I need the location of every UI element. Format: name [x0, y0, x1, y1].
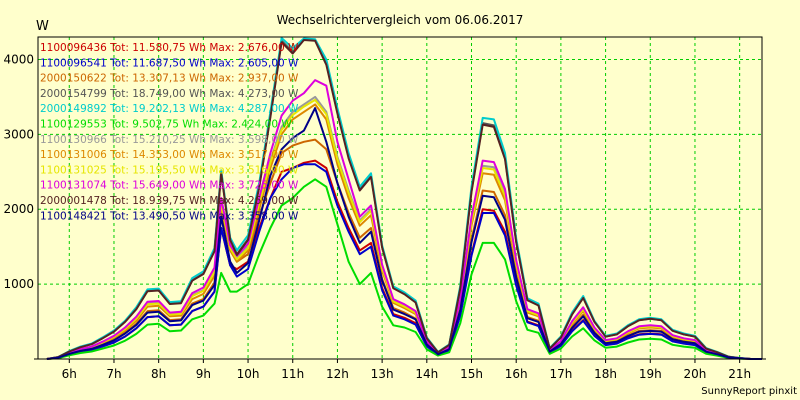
tick-layer: 6h 7h 8h 9h 10h 11h 12h 13h 14h 15h 16h 17h 18h 19h 20…	[3, 52, 751, 381]
legend-entry: 2000154799 Tot: 18.749,00 Wh Max: 4.273,…	[40, 88, 299, 100]
legend-entry: 2000001478 Tot: 18.939,75 Wh Max: 4.269,…	[40, 195, 299, 207]
legend-entry: 1100096436 Tot: 11.580,75 Wh Max: 2.676,…	[40, 42, 299, 54]
series-line	[46, 163, 762, 360]
series-line	[46, 79, 762, 360]
x-tick-label: 15h	[460, 367, 483, 381]
series-line	[46, 98, 762, 360]
series-line	[46, 107, 762, 360]
x-tick-label: 12h	[326, 367, 349, 381]
legend-entry: 1100148421 Tot: 13.490,50 Wh Max: 3.358,…	[40, 210, 299, 222]
y-tick-label: 2000	[3, 202, 34, 216]
y-tick-label: 1000	[3, 277, 34, 291]
x-tick-label: 9h	[196, 367, 211, 381]
footer-credit: SunnyReport pinxit	[701, 386, 797, 397]
legend-entry: 1100131074 Tot: 15.649,00 Wh Max: 3.725,…	[40, 180, 299, 192]
series-layer	[46, 37, 762, 360]
y-axis-unit-label: W	[36, 19, 49, 34]
x-tick-label: 8h	[151, 367, 166, 381]
legend-entry: 1100129553 Tot: 9.502,75 Wh Max: 2.424,0…	[40, 119, 292, 131]
legend: 1100096436 Tot: 11.580,75 Wh Max: 2.676,…	[40, 42, 299, 222]
x-tick-label: 10h	[237, 367, 260, 381]
chart-title: Wechselrichtervergleich vom 06.06.2017	[277, 13, 524, 27]
x-tick-label: 14h	[415, 367, 438, 381]
x-tick-label: 17h	[549, 367, 572, 381]
grid-layer	[38, 37, 762, 359]
legend-entry: 2000150622 Tot: 13.307,13 Wh Max: 2.937,…	[40, 73, 299, 85]
series-line	[46, 39, 762, 360]
x-tick-label: 13h	[371, 367, 394, 381]
legend-entry: 2000149892 Tot: 19.202,13 Wh Max: 4.287,…	[40, 103, 299, 115]
y-tick-label: 3000	[3, 127, 34, 141]
legend-entry: 1100131006 Tot: 14.353,00 Wh Max: 3.517,…	[40, 149, 299, 161]
x-tick-label: 20h	[684, 367, 707, 381]
x-tick-label: 7h	[106, 367, 121, 381]
x-tick-label: 21h	[728, 367, 751, 381]
legend-entry: 1100096541 Tot: 11.687,50 Wh Max: 2.605,…	[40, 57, 299, 69]
series-line	[46, 178, 762, 360]
x-tick-label: 18h	[594, 367, 617, 381]
y-tick-label: 4000	[3, 52, 34, 66]
x-tick-label: 11h	[281, 367, 304, 381]
legend-entry: 1100131025 Tot: 15.195,50 Wh Max: 3.516,…	[40, 164, 299, 176]
x-tick-label: 6h	[62, 367, 77, 381]
legend-entry: 1100130966 Tot: 15.210,25 Wh Max: 3.598,…	[40, 134, 299, 146]
x-tick-label: 16h	[505, 367, 528, 381]
axes-layer	[34, 36, 766, 360]
x-tick-label: 19h	[639, 367, 662, 381]
